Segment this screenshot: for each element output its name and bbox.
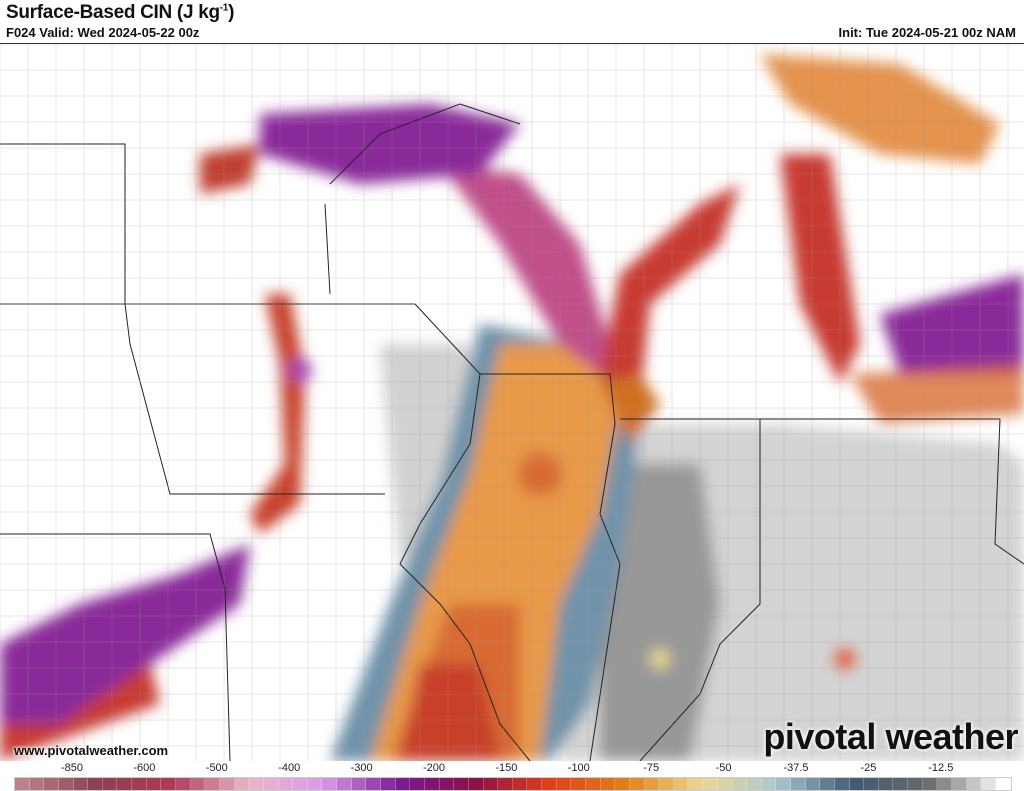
colorbar-cell bbox=[351, 778, 367, 790]
colorbar-cell bbox=[673, 778, 689, 790]
colorbar-cell bbox=[234, 778, 250, 790]
website-url: www.pivotalweather.com bbox=[14, 743, 169, 758]
title-end: ) bbox=[228, 2, 235, 23]
colorbar-cell bbox=[864, 778, 879, 790]
colorbar-cell bbox=[483, 778, 499, 790]
colorbar-cell bbox=[717, 778, 733, 790]
colorbar-cell bbox=[293, 778, 308, 790]
colorbar-cell bbox=[58, 778, 74, 790]
colorbar-cell bbox=[454, 778, 469, 790]
colorbar-label: -75 bbox=[643, 762, 660, 774]
colorbar-cell bbox=[132, 778, 147, 790]
colorbar-cell bbox=[952, 778, 967, 790]
colorbar-cell bbox=[790, 778, 806, 790]
colorbar-cell bbox=[176, 778, 191, 790]
colorbar-cell bbox=[117, 778, 133, 790]
colorbar-cell bbox=[937, 778, 952, 790]
colorbar-label: -500 bbox=[205, 762, 228, 774]
colorbar-cell bbox=[776, 778, 791, 790]
colorbar-cell bbox=[102, 778, 118, 790]
colorbar-cell bbox=[498, 778, 513, 790]
colorbar-label: -600 bbox=[133, 762, 156, 774]
colorbar-cell bbox=[615, 778, 630, 790]
colorbar-cell bbox=[659, 778, 674, 790]
colorbar-label: -850 bbox=[60, 762, 84, 774]
colorbar-cell bbox=[439, 778, 455, 790]
colorbar-cell bbox=[542, 778, 557, 790]
colorbar-cell bbox=[337, 778, 352, 790]
colorbar-cell bbox=[688, 778, 704, 790]
colorbar-cell bbox=[190, 778, 206, 790]
colorbar-cell bbox=[820, 778, 835, 790]
colorbar-cell bbox=[205, 778, 220, 790]
valid-time: F024 Valid: Wed 2024-05-22 00z bbox=[6, 25, 200, 40]
colorbar-cell bbox=[278, 778, 294, 790]
cin-shading bbox=[0, 54, 1024, 761]
colorbar-cell bbox=[410, 778, 425, 790]
colorbar-cell bbox=[366, 778, 382, 790]
colorbar-label: -12.5 bbox=[928, 762, 954, 774]
colorbar-cell bbox=[15, 778, 30, 790]
title-text: Surface-Based CIN (J kg bbox=[6, 2, 220, 23]
colorbar-label: -300 bbox=[350, 762, 373, 774]
colorbar-cell bbox=[966, 778, 982, 790]
colorbar-cell bbox=[747, 778, 762, 790]
colorbar-labels: -850 -600 -500 -400 -300 -200 -150 -100 -75 -50 -3… bbox=[0, 762, 1024, 776]
colorbar-cell bbox=[556, 778, 572, 790]
cin-map[interactable] bbox=[0, 43, 1024, 761]
colorbar-cell bbox=[307, 778, 323, 790]
colorbar-cell bbox=[424, 778, 440, 790]
colorbar-label: -25 bbox=[860, 762, 877, 774]
colorbar-cell bbox=[805, 778, 821, 790]
colorbar-label: -37.5 bbox=[783, 762, 809, 774]
colorbar-cell bbox=[29, 778, 45, 790]
colorbar-cell bbox=[908, 778, 923, 790]
colorbar-cell bbox=[995, 778, 1011, 790]
colorbar-cell bbox=[161, 778, 177, 790]
colorbar-cell bbox=[468, 778, 484, 790]
colorbar-cell bbox=[761, 778, 777, 790]
colorbar-cell bbox=[73, 778, 89, 790]
colorbar-cell bbox=[88, 778, 103, 790]
colorbar-cell bbox=[922, 778, 938, 790]
colorbar-cell bbox=[849, 778, 865, 790]
colorbar-cell bbox=[322, 778, 338, 790]
colorbar-cell bbox=[263, 778, 279, 790]
colorbar-cell bbox=[703, 778, 718, 790]
colorbar-label: -150 bbox=[495, 762, 518, 774]
colorbar-label: -400 bbox=[278, 762, 301, 774]
title-sup: -1 bbox=[219, 2, 229, 14]
colorbar-label: -50 bbox=[715, 762, 732, 774]
map-title: Surface-Based CIN (J kg-1) bbox=[6, 2, 234, 24]
colorbar-cell bbox=[381, 778, 396, 790]
colorbar-cell bbox=[893, 778, 909, 790]
colorbar bbox=[14, 777, 1012, 791]
colorbar-cell bbox=[395, 778, 411, 790]
colorbar-cell bbox=[732, 778, 748, 790]
colorbar-cell bbox=[219, 778, 235, 790]
colorbar-cell bbox=[146, 778, 162, 790]
pivotal-weather-logo: pivotal weather bbox=[763, 716, 1018, 757]
colorbar-cell bbox=[878, 778, 894, 790]
colorbar-cell bbox=[585, 778, 601, 790]
colorbar-cell bbox=[527, 778, 543, 790]
colorbar-cell bbox=[44, 778, 59, 790]
colorbar-cell bbox=[981, 778, 996, 790]
colorbar-cell bbox=[571, 778, 586, 790]
colorbar-cell bbox=[644, 778, 660, 790]
colorbar-cell bbox=[834, 778, 850, 790]
county-lines bbox=[0, 44, 1024, 761]
colorbar-cell bbox=[512, 778, 528, 790]
colorbar-cell bbox=[629, 778, 645, 790]
colorbar-cell bbox=[249, 778, 264, 790]
colorbar-label: -100 bbox=[567, 762, 590, 774]
colorbar-cell bbox=[600, 778, 616, 790]
init-time: Init: Tue 2024-05-21 00z NAM bbox=[838, 25, 1016, 40]
colorbar-label: -200 bbox=[422, 762, 446, 774]
